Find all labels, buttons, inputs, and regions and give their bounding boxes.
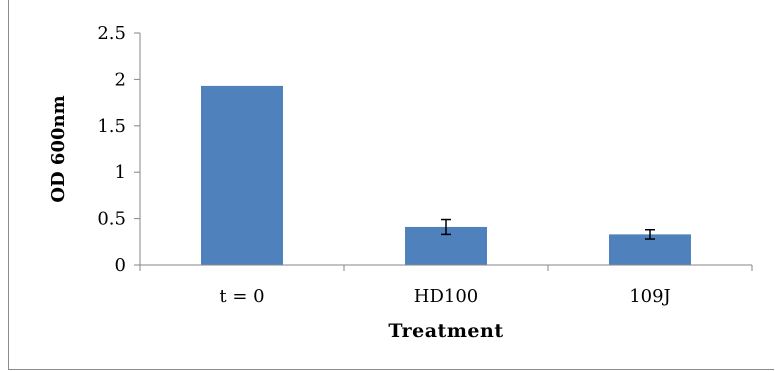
bars (201, 85, 691, 265)
y-tick-label: 0 (115, 255, 126, 276)
x-axis-tick-labels: t = 0 HD100 109J (219, 286, 670, 307)
y-tick-label: 2 (115, 69, 126, 90)
y-tick-label: 1.5 (97, 116, 126, 137)
bar-0 (201, 85, 283, 265)
chart-frame (8, 0, 774, 370)
y-axis-label: OD 600nm (48, 95, 69, 202)
x-tick-label: t = 0 (219, 286, 264, 307)
x-tick-label: 109J (629, 286, 671, 307)
x-axis-label: Treatment (388, 320, 503, 342)
error-bars (441, 218, 655, 240)
y-tick-label: 2.5 (97, 23, 126, 44)
x-tick-label: HD100 (414, 286, 479, 307)
y-tick-label: 0.5 (97, 209, 126, 230)
y-axis-ticks: 0 0.5 1 1.5 2 2.5 (97, 23, 753, 276)
y-tick-label: 1 (115, 162, 126, 183)
